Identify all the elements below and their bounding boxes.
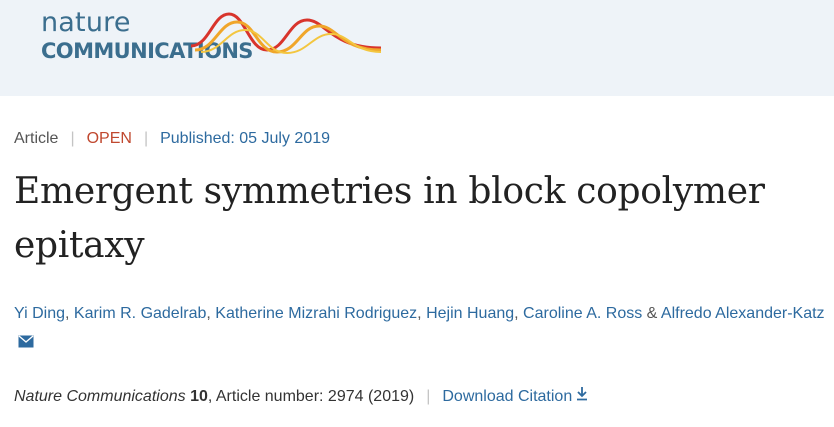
published-date: Published: 05 July 2019 — [160, 130, 331, 147]
author-separator: , — [206, 305, 211, 322]
author-link[interactable]: Hejin Huang — [426, 305, 515, 322]
article-title-line: epitaxy — [14, 225, 145, 266]
mail-icon[interactable] — [18, 335, 34, 348]
author-separator: , — [417, 305, 422, 322]
download-citation-link[interactable]: Download Citation — [442, 387, 588, 405]
download-icon — [577, 387, 588, 401]
author-link[interactable]: Katherine Mizrahi Rodriguez — [215, 305, 418, 322]
download-citation-label: Download Citation — [442, 388, 573, 405]
author-separator: , — [514, 305, 519, 322]
logo-wordmark-bottom: COMMUNICATIONS — [41, 39, 253, 63]
logo-wordmark-top: nature — [41, 7, 131, 38]
article-number: , Article number: 2974 (2019) — [207, 388, 415, 405]
site-header: nature COMMUNICATIONS — [0, 0, 834, 96]
nature-communications-logo[interactable]: nature COMMUNICATIONS — [41, 6, 381, 70]
author-link[interactable]: Caroline A. Ross — [523, 305, 643, 322]
author-link[interactable]: Yi Ding — [14, 305, 65, 322]
meta-divider: | — [70, 130, 75, 147]
citation-divider: | — [426, 388, 431, 405]
article-title-line: Emergent symmetries in block copolymer — [14, 171, 765, 212]
author-list: Yi Ding, Karim R. Gadelrab, Katherine Mi… — [14, 300, 829, 356]
author-separator: , — [64, 305, 70, 322]
volume-number: 10 — [190, 388, 208, 405]
author-link-corresponding[interactable]: Alfredo Alexander-Katz — [660, 305, 825, 322]
open-access-badge: OPEN — [86, 130, 132, 147]
author-link[interactable]: Karim R. Gadelrab — [73, 305, 207, 322]
article-type: Article — [14, 130, 59, 147]
logo-waves-graphic — [191, 12, 381, 55]
article-meta: Article | OPEN | Published: 05 July 2019 — [14, 128, 330, 150]
article-title: Emergent symmetries in block copolymer ep… — [14, 165, 829, 273]
citation-line: Nature Communications 10, Article number… — [14, 385, 588, 409]
author-conjunction: & — [646, 305, 658, 322]
journal-name: Nature Communications — [14, 388, 186, 405]
meta-divider: | — [143, 130, 149, 147]
